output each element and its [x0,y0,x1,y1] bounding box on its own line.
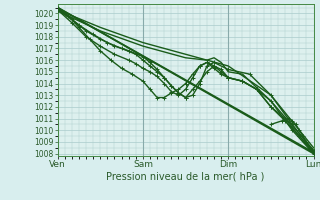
X-axis label: Pression niveau de la mer( hPa ): Pression niveau de la mer( hPa ) [107,172,265,182]
